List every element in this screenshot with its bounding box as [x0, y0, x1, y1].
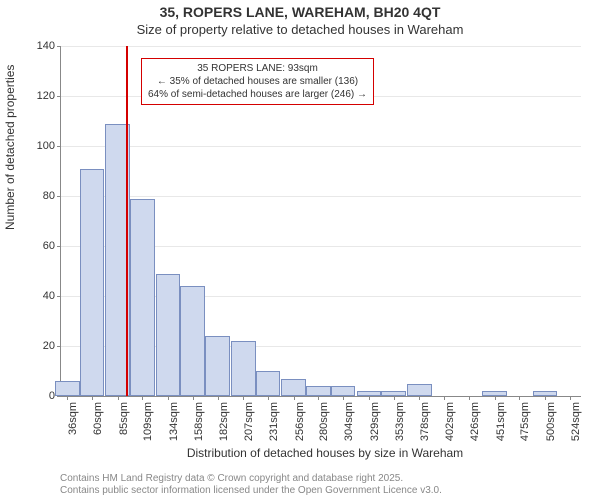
histogram-bar	[281, 379, 306, 397]
gridline	[61, 196, 581, 197]
xtick-label: 134sqm	[168, 402, 180, 441]
xtick-label: 378sqm	[419, 402, 431, 441]
xtick-label: 402sqm	[444, 402, 456, 441]
xtick-label: 256sqm	[294, 402, 306, 441]
xtick-label: 36sqm	[67, 402, 79, 435]
xtick-mark	[419, 396, 420, 400]
xtick-label: 60sqm	[92, 402, 104, 435]
xtick-mark	[168, 396, 169, 400]
footer-copyright: Contains HM Land Registry data © Crown c…	[60, 473, 403, 484]
histogram-bar	[55, 381, 80, 396]
annotation-box: 35 ROPERS LANE: 93sqm← 35% of detached h…	[141, 58, 374, 105]
xtick-mark	[92, 396, 93, 400]
ytick-label: 40	[43, 290, 61, 302]
histogram-bar	[407, 384, 432, 397]
xtick-mark	[142, 396, 143, 400]
xtick-label: 85sqm	[118, 402, 130, 435]
ytick-label: 80	[43, 190, 61, 202]
x-axis-label: Distribution of detached houses by size …	[60, 446, 590, 460]
xtick-label: 304sqm	[343, 402, 355, 441]
xtick-mark	[294, 396, 295, 400]
xtick-label: 182sqm	[218, 402, 230, 441]
xtick-label: 158sqm	[193, 402, 205, 441]
xtick-mark	[343, 396, 344, 400]
ytick-label: 120	[37, 90, 61, 102]
ytick-label: 100	[37, 140, 61, 152]
xtick-mark	[469, 396, 470, 400]
histogram-bar	[331, 386, 356, 396]
reference-line	[126, 46, 128, 396]
ytick-label: 20	[43, 340, 61, 352]
xtick-mark	[318, 396, 319, 400]
xtick-label: 109sqm	[142, 402, 154, 441]
y-axis-label: Number of detached properties	[3, 65, 17, 230]
histogram-bar	[256, 371, 281, 396]
xtick-label: 500sqm	[545, 402, 557, 441]
ytick-label: 60	[43, 240, 61, 252]
xtick-label: 207sqm	[243, 402, 255, 441]
xtick-mark	[369, 396, 370, 400]
annotation-line: 64% of semi-detached houses are larger (…	[148, 88, 367, 101]
xtick-mark	[570, 396, 571, 400]
chart-plot-area: 02040608010012014036sqm60sqm85sqm109sqm1…	[60, 46, 581, 397]
xtick-mark	[394, 396, 395, 400]
xtick-mark	[118, 396, 119, 400]
xtick-mark	[444, 396, 445, 400]
xtick-mark	[495, 396, 496, 400]
chart-title: 35, ROPERS LANE, WAREHAM, BH20 4QT	[0, 4, 600, 20]
xtick-label: 353sqm	[394, 402, 406, 441]
histogram-bar	[80, 169, 105, 397]
xtick-mark	[67, 396, 68, 400]
xtick-label: 329sqm	[369, 402, 381, 441]
histogram-bar	[205, 336, 230, 396]
gridline	[61, 146, 581, 147]
footer-licence: Contains public sector information licen…	[60, 485, 442, 496]
xtick-mark	[243, 396, 244, 400]
xtick-label: 524sqm	[570, 402, 582, 441]
xtick-mark	[268, 396, 269, 400]
histogram-bar	[180, 286, 205, 396]
xtick-mark	[193, 396, 194, 400]
xtick-label: 280sqm	[318, 402, 330, 441]
xtick-label: 231sqm	[268, 402, 280, 441]
annotation-line: 35 ROPERS LANE: 93sqm	[148, 62, 367, 75]
annotation-line: ← 35% of detached houses are smaller (13…	[148, 75, 367, 88]
xtick-mark	[218, 396, 219, 400]
xtick-mark	[519, 396, 520, 400]
gridline	[61, 46, 581, 47]
xtick-label: 426sqm	[469, 402, 481, 441]
histogram-bar	[231, 341, 256, 396]
xtick-mark	[545, 396, 546, 400]
ytick-label: 140	[37, 40, 61, 52]
histogram-bar	[156, 274, 181, 397]
xtick-label: 475sqm	[519, 402, 531, 441]
histogram-bar	[306, 386, 331, 396]
xtick-label: 451sqm	[495, 402, 507, 441]
chart-subtitle: Size of property relative to detached ho…	[0, 22, 600, 37]
histogram-bar	[130, 199, 155, 397]
